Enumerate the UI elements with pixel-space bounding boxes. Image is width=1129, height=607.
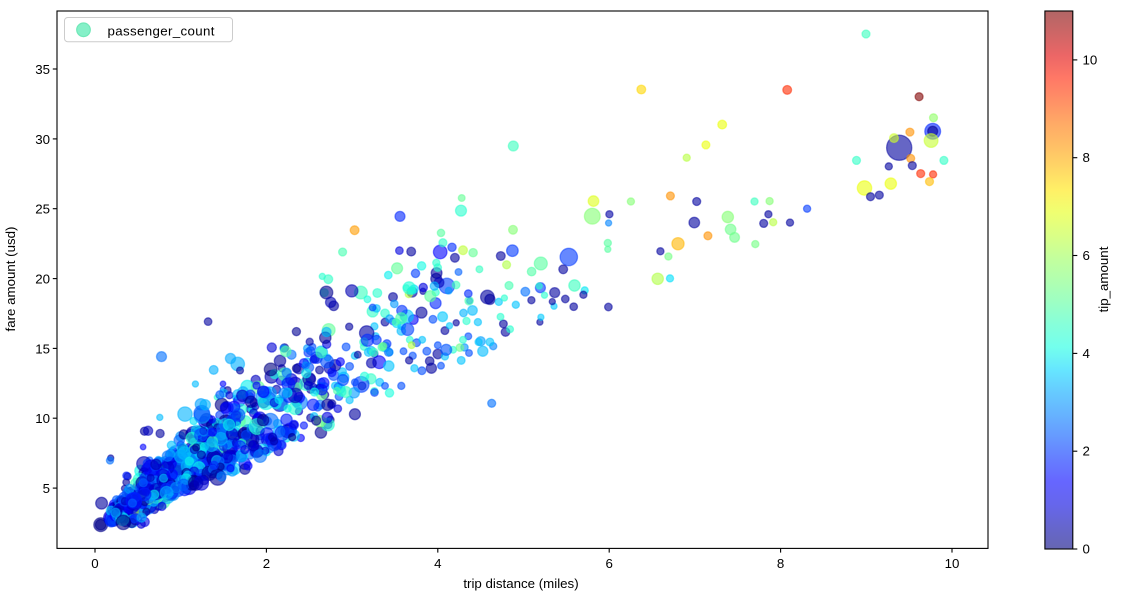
svg-text:30: 30 (35, 132, 50, 147)
svg-text:fare amount (usd): fare amount (usd) (3, 227, 18, 332)
svg-text:10: 10 (35, 411, 50, 426)
svg-text:20: 20 (35, 272, 50, 287)
svg-text:0: 0 (91, 556, 98, 571)
svg-text:4: 4 (434, 556, 441, 571)
svg-text:25: 25 (35, 202, 50, 217)
svg-text:4: 4 (1083, 346, 1090, 361)
svg-text:15: 15 (35, 341, 50, 356)
svg-text:trip distance (miles): trip distance (miles) (463, 576, 578, 591)
svg-text:8: 8 (777, 556, 784, 571)
svg-text:10: 10 (1083, 52, 1098, 67)
svg-text:2: 2 (263, 556, 270, 571)
svg-text:6: 6 (1083, 248, 1090, 263)
svg-text:tip_amount: tip_amount (1096, 246, 1111, 312)
svg-text:8: 8 (1083, 150, 1090, 165)
svg-text:10: 10 (945, 556, 960, 571)
svg-text:passenger_count: passenger_count (108, 23, 215, 38)
svg-text:2: 2 (1083, 444, 1090, 459)
svg-text:6: 6 (605, 556, 612, 571)
svg-text:0: 0 (1083, 542, 1090, 557)
svg-text:5: 5 (43, 481, 50, 496)
svg-text:35: 35 (35, 62, 50, 77)
